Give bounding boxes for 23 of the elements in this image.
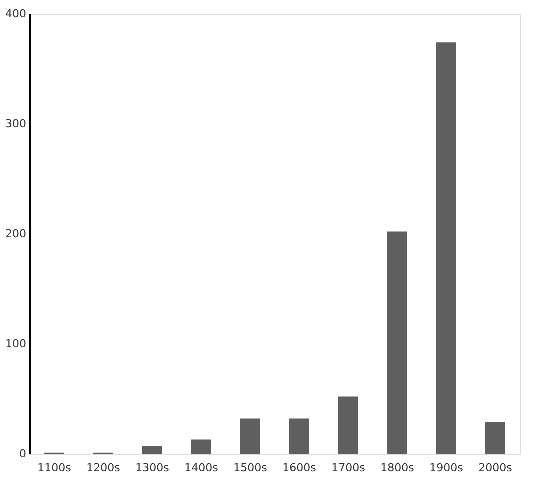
bar bbox=[240, 418, 260, 454]
y-tick-label: 200 bbox=[6, 228, 26, 240]
y-tick-label: 300 bbox=[6, 118, 26, 130]
bar bbox=[388, 232, 408, 454]
x-tick-label: 1400s bbox=[184, 462, 219, 474]
y-tick-label: 0 bbox=[20, 448, 26, 460]
bar bbox=[338, 396, 358, 454]
bar bbox=[486, 422, 506, 454]
x-tick-label: 1200s bbox=[86, 462, 121, 474]
y-tick-label: 400 bbox=[6, 8, 26, 20]
y-tick-label: 100 bbox=[6, 338, 26, 350]
bar bbox=[290, 418, 310, 454]
x-tick-label: 1800s bbox=[380, 462, 415, 474]
x-tick-label: 1600s bbox=[282, 462, 317, 474]
x-tick-label: 1500s bbox=[234, 462, 268, 474]
x-tick-label: 1300s bbox=[136, 462, 170, 474]
x-tick-label: 1700s bbox=[332, 462, 366, 474]
x-tick-label: 2000s bbox=[478, 462, 513, 474]
x-tick-label: 1100s bbox=[38, 462, 72, 474]
x-tick-label: 1900s bbox=[430, 462, 464, 474]
bar bbox=[436, 42, 456, 454]
bar bbox=[142, 446, 162, 454]
bar bbox=[192, 440, 212, 454]
